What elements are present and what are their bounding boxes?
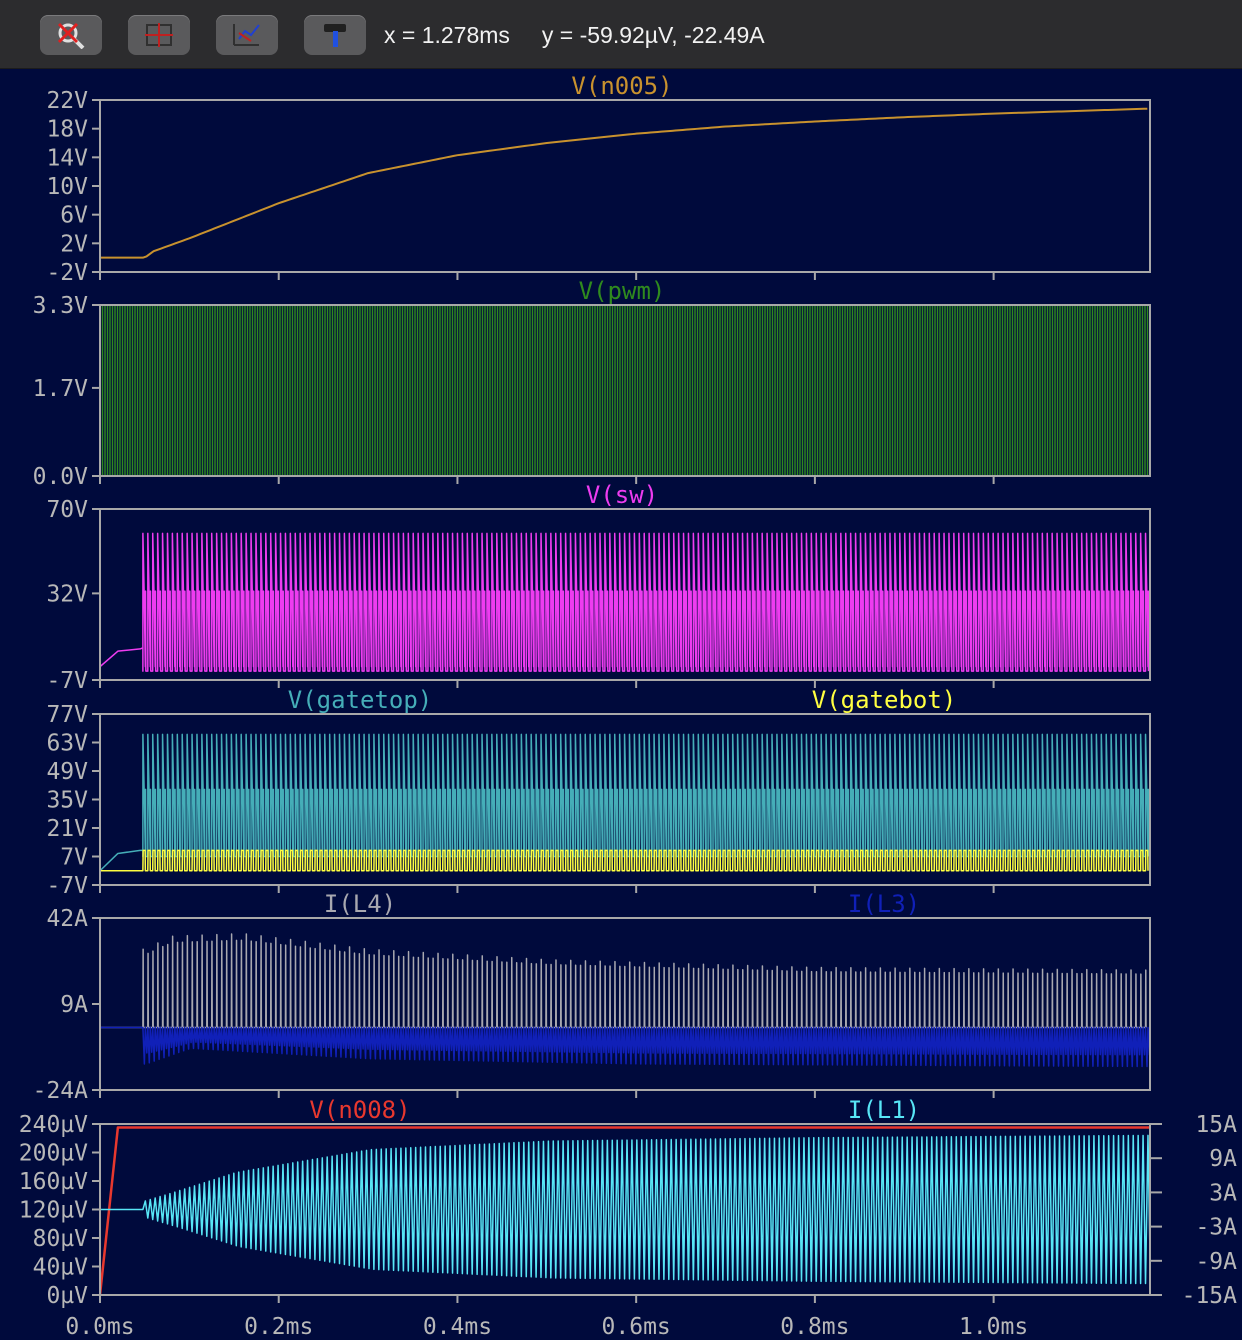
y-tick-label: 63V (46, 731, 88, 757)
y-tick-label: 70V (46, 497, 88, 523)
probe-delete-button[interactable] (40, 15, 102, 55)
label-L1[interactable]: I(L1) (848, 1096, 920, 1124)
y-tick-label: 32V (46, 581, 88, 607)
pane-frame (99, 508, 1151, 681)
y-tick-label: 21V (46, 816, 88, 842)
y-tick-label: 7V (60, 845, 88, 871)
y-tick-label: -24A (33, 1078, 89, 1104)
y-tick-label: 18V (46, 117, 88, 143)
y-tick-label: -2V (46, 260, 88, 286)
y2-tick-label: -15A (1182, 1283, 1238, 1309)
x-tick-label: 0.8ms (780, 1314, 849, 1340)
trace-gatebot[interactable] (100, 849, 1149, 872)
y-tick-label: 3.3V (33, 293, 89, 319)
y2-tick-label: 3A (1209, 1180, 1237, 1206)
pane-frame (99, 99, 1151, 273)
y-tick-label: -7V (46, 668, 88, 694)
pane-frame (99, 304, 1151, 477)
y2-tick-label: -9A (1195, 1249, 1237, 1275)
y-tick-label: 240µV (19, 1112, 88, 1138)
x-tick-label: 0.6ms (602, 1314, 671, 1340)
y-tick-label: 22V (46, 88, 88, 114)
pan-button[interactable] (216, 15, 278, 55)
zoom-extents-button[interactable] (128, 15, 190, 55)
pane-frame (99, 917, 1151, 1091)
trace-gatetop[interactable] (100, 733, 1150, 872)
x-tick-label: 0.2ms (244, 1314, 313, 1340)
x-tick-label: 1.0ms (959, 1314, 1028, 1340)
pane-frame (99, 1123, 1151, 1296)
cursor-readout: x = 1.278ms y = -59.92µV, -22.49A (384, 22, 765, 48)
y2-tick-label: -3A (1195, 1215, 1237, 1241)
y-tick-label: 2V (60, 231, 88, 257)
trace-L1[interactable] (100, 1134, 1150, 1285)
zoom-extents-icon (145, 23, 173, 47)
y-tick-label: 42A (46, 906, 88, 932)
pane-currents[interactable]: 42A 9A -24A I(L4) I(L3) (33, 890, 1151, 1104)
trace-n008[interactable] (100, 1126, 1150, 1295)
probe-delete-icon (57, 22, 85, 49)
label-gatetop[interactable]: V(gatetop) (288, 686, 433, 714)
label-n005[interactable]: V(n005) (571, 72, 672, 100)
pane-pwm[interactable]: 3.3V 1.7V 0.0V V(pwm) (33, 277, 1151, 490)
y-tick-label: 80µV (33, 1226, 89, 1252)
trace-L4[interactable] (100, 933, 1147, 1029)
x-tick-label: 0.0ms (65, 1314, 134, 1340)
y-tick-label: 200µV (19, 1141, 88, 1167)
label-sw[interactable]: V(sw) (586, 481, 658, 509)
trace-L3[interactable] (100, 1026, 1150, 1068)
trace-n005[interactable] (100, 107, 1148, 259)
y-tick-label: 40µV (33, 1255, 89, 1281)
hammer-icon (324, 24, 346, 47)
label-L3[interactable]: I(L3) (848, 890, 920, 918)
y-tick-label: -7V (46, 873, 88, 899)
toolbar: x = 1.278ms y = -59.92µV, -22.49A (0, 0, 1242, 69)
y-tick-label: 77V (46, 702, 88, 728)
y-tick-label: 120µV (19, 1198, 88, 1224)
y-tick-label: 35V (46, 788, 88, 814)
y-tick-label: 10V (46, 174, 88, 200)
label-n008[interactable]: V(n008) (309, 1096, 410, 1124)
x-tick-label: 0.4ms (423, 1314, 492, 1340)
label-L4[interactable]: I(L4) (324, 890, 396, 918)
pane-sw[interactable]: 70V 32V -7V V(sw) (46, 481, 1151, 694)
pan-icon (233, 24, 260, 46)
trace-pwm[interactable] (100, 305, 1149, 476)
y-tick-label: 1.7V (33, 376, 89, 402)
hammer-button[interactable] (304, 15, 366, 55)
y-tick-label: 14V (46, 145, 88, 171)
y-tick-label: 160µV (19, 1169, 88, 1195)
y-tick-label: 9A (60, 992, 88, 1018)
y-tick-label: 49V (46, 759, 88, 785)
y-tick-label: 0µV (46, 1283, 88, 1309)
y-tick-label: 6V (60, 203, 88, 229)
y-tick-label: 0.0V (33, 464, 89, 490)
label-gatebot[interactable]: V(gatebot) (812, 686, 957, 714)
y2-tick-label: 9A (1209, 1146, 1237, 1172)
label-pwm[interactable]: V(pwm) (579, 277, 666, 305)
trace-sw[interactable] (100, 532, 1150, 672)
pane-frame (99, 713, 1151, 886)
y2-tick-label: 15A (1195, 1112, 1237, 1138)
